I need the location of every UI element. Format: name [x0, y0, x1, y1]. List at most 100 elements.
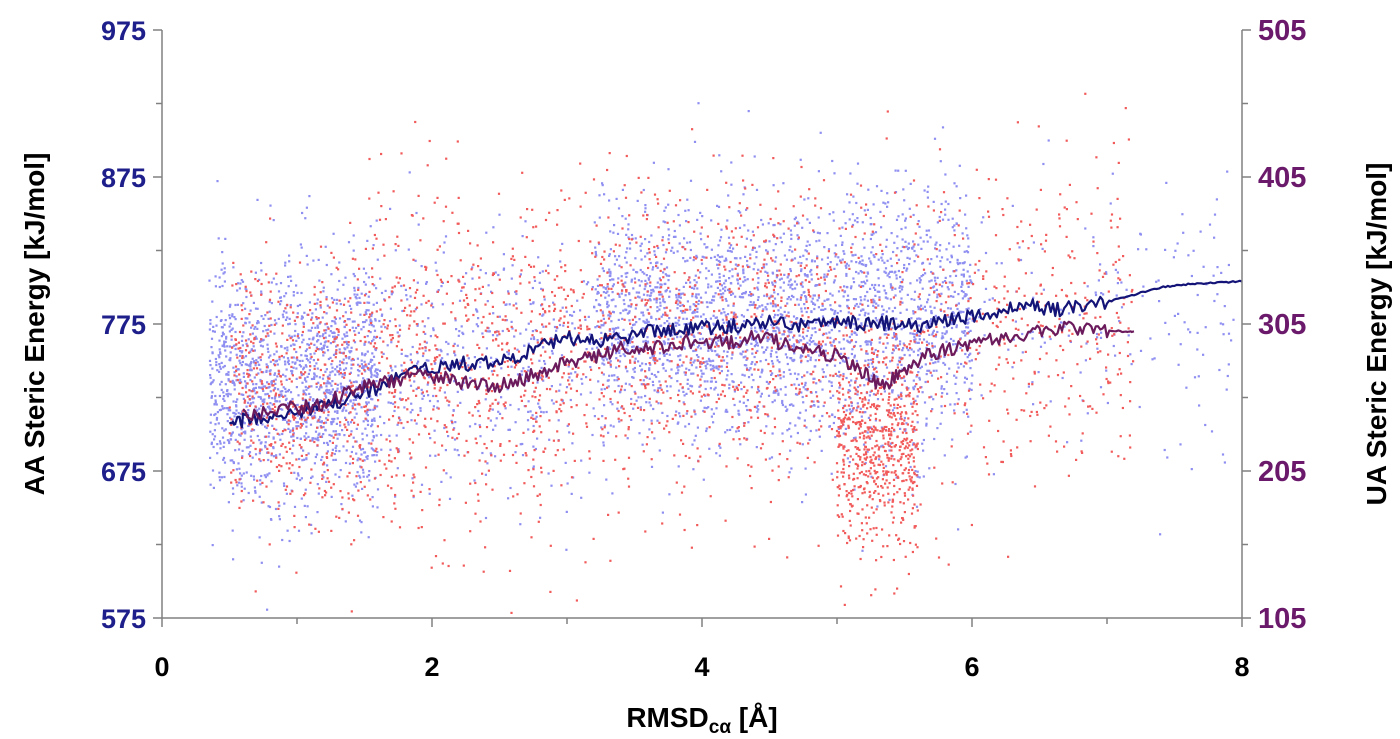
scatter-point: [884, 326, 888, 330]
scatter-point: [746, 349, 749, 352]
scatter-point: [325, 298, 328, 301]
scatter-point: [316, 324, 319, 327]
scatter-point: [309, 396, 312, 399]
scatter-point: [348, 350, 351, 353]
scatter-point: [398, 324, 401, 327]
scatter-point: [209, 421, 212, 424]
scatter-point: [792, 336, 795, 339]
scatter-point: [348, 304, 351, 307]
scatter-point: [297, 394, 300, 397]
scatter-point: [232, 400, 235, 403]
scatter-point: [434, 454, 437, 457]
scatter-point: [664, 290, 667, 293]
scatter-point: [221, 407, 225, 410]
scatter-point: [579, 393, 583, 396]
scatter-point: [608, 254, 611, 257]
scatter-point: [970, 382, 973, 385]
scatter-point: [322, 476, 325, 479]
scatter-point: [962, 365, 965, 368]
scatter-point: [624, 272, 627, 275]
scatter-point: [801, 395, 804, 399]
scatter-point: [689, 256, 692, 259]
scatter-point: [230, 432, 233, 435]
scatter-point: [278, 394, 281, 397]
scatter-point: [701, 326, 704, 329]
scatter-point: [314, 437, 317, 440]
scatter-point: [496, 334, 499, 337]
scatter-point: [648, 377, 651, 380]
scatter-point: [291, 374, 294, 377]
scatter-point: [519, 523, 522, 526]
scatter-point: [884, 329, 887, 332]
scatter-point: [918, 277, 921, 280]
scatter-point: [888, 449, 891, 452]
scatter-point: [223, 345, 226, 348]
scatter-point: [603, 363, 606, 366]
scatter-point: [690, 385, 694, 388]
scatter-point: [980, 221, 983, 224]
scatter-point: [797, 237, 800, 241]
scatter-point: [805, 250, 809, 253]
scatter-point: [653, 389, 656, 392]
scatter-point: [644, 339, 647, 342]
scatter-point: [249, 463, 253, 466]
scatter-point: [304, 377, 307, 380]
scatter-point: [830, 308, 833, 311]
scatter-point: [443, 391, 446, 394]
scatter-point: [768, 338, 771, 341]
scatter-point: [361, 459, 364, 462]
scatter-point: [685, 412, 688, 415]
scatter-point: [751, 230, 754, 233]
scatter-point: [843, 360, 846, 363]
scatter-point: [844, 264, 847, 267]
scatter-point: [694, 274, 697, 277]
scatter-point: [1177, 312, 1180, 315]
scatter-point: [359, 313, 362, 316]
scatter-point: [964, 293, 967, 296]
scatter-point: [585, 283, 588, 286]
scatter-point: [350, 363, 353, 366]
scatter-point: [701, 372, 704, 375]
scatter-point: [253, 327, 256, 330]
scatter-point: [337, 370, 340, 373]
scatter-point: [599, 326, 602, 329]
scatter-point: [250, 439, 253, 442]
scatter-point: [273, 332, 276, 335]
scatter-point: [724, 289, 727, 292]
scatter-point: [540, 410, 543, 413]
scatter-point: [223, 271, 226, 274]
scatter-point: [504, 407, 507, 410]
scatter-point: [219, 442, 222, 445]
scatter-point: [841, 241, 844, 244]
scatter-point: [891, 389, 894, 392]
scatter-point: [646, 340, 650, 343]
scatter-point: [363, 459, 366, 462]
scatter-point: [634, 307, 637, 310]
scatter-point: [686, 241, 689, 244]
scatter-point: [281, 332, 284, 335]
scatter-point: [280, 380, 283, 383]
scatter-point: [241, 455, 244, 458]
scatter-point: [348, 329, 351, 332]
scatter-point: [1114, 268, 1117, 271]
scatter-point: [760, 327, 764, 330]
scatter-point: [308, 337, 311, 341]
scatter-point: [309, 365, 312, 368]
scatter-point: [917, 220, 920, 223]
scatter-point: [368, 301, 371, 304]
scatter-point: [240, 279, 243, 282]
scatter-point: [913, 339, 916, 342]
scatter-point: [297, 529, 301, 532]
scatter-point: [611, 327, 614, 330]
scatter-point: [523, 344, 526, 347]
scatter-point: [604, 287, 607, 290]
scatter-point: [276, 375, 279, 378]
scatter-point: [278, 504, 281, 507]
scatter-point: [715, 258, 718, 261]
scatter-point: [300, 424, 303, 427]
scatter-point: [617, 341, 620, 344]
scatter-point: [254, 361, 257, 365]
scatter-point: [841, 359, 844, 362]
scatter-point: [450, 419, 453, 422]
scatter-point: [318, 420, 322, 423]
